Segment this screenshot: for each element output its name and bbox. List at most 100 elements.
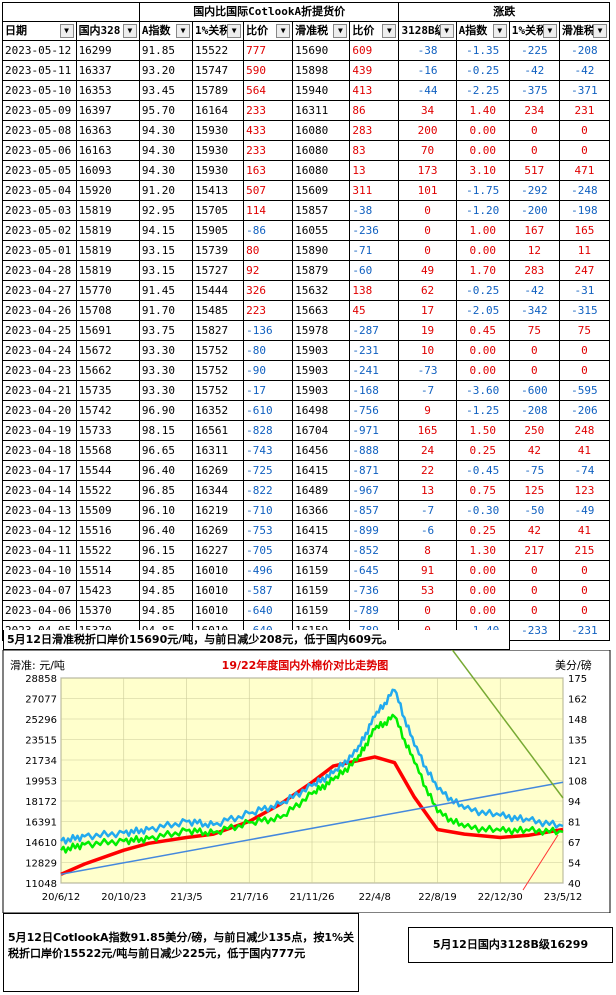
- table-cell: 0: [508, 600, 560, 621]
- table-row: 2023-04-17 15544 96.40 16269 -725 16415 -871 22…: [2, 460, 611, 481]
- table-cell: 173: [398, 160, 457, 181]
- y-right-tick-label: 135: [568, 736, 587, 747]
- table-cell: -206: [558, 400, 611, 421]
- group-header-left: 国内比国际CotlookA折提货价: [138, 2, 400, 22]
- table-cell: 15522: [75, 540, 140, 561]
- x-tick-label: 22/12/30: [478, 892, 523, 903]
- table-cell: 16080: [292, 120, 351, 141]
- table-cell: 517: [508, 160, 560, 181]
- y-right-tick-label: 162: [568, 695, 587, 706]
- y-right-tick-label: 108: [568, 777, 587, 788]
- table-row: 2023-04-07 15423 94.85 16010 -587 16159 -736 53…: [2, 580, 611, 601]
- filter-dropdown-icon[interactable]: ▼: [492, 24, 507, 38]
- filter-dropdown-icon[interactable]: ▼: [59, 24, 74, 38]
- table-cell: -42: [508, 60, 560, 81]
- table-cell: -342: [508, 300, 560, 321]
- table-cell: 16010: [192, 560, 245, 581]
- table-cell: -292: [508, 180, 560, 201]
- table-cell: 2023-04-18: [2, 440, 77, 461]
- table-cell: 2023-05-10: [2, 80, 77, 101]
- table-cell: 15752: [192, 340, 245, 361]
- filter-dropdown-icon[interactable]: ▼: [122, 24, 137, 38]
- column-header: 1%关税 ▼: [192, 21, 245, 41]
- table-cell: 590: [243, 60, 294, 81]
- table-cell: -231: [558, 620, 611, 641]
- column-header-label: A指数: [458, 24, 488, 37]
- table-cell: 15568: [75, 440, 140, 461]
- table-cell: 94.85: [138, 560, 194, 581]
- table-cell: 15898: [292, 60, 351, 81]
- table-cell: 231: [558, 100, 611, 121]
- filter-dropdown-icon[interactable]: ▼: [382, 24, 397, 38]
- table-cell: -71: [349, 240, 400, 261]
- table-row: 2023-04-19 15733 98.15 16561 -828 16704 -971 16…: [2, 420, 611, 441]
- table-cell: 15747: [192, 60, 245, 81]
- table-cell: 1.50: [455, 420, 510, 441]
- table-cell: 311: [349, 180, 400, 201]
- table-cell: -967: [349, 480, 400, 501]
- table-cell: 0: [508, 120, 560, 141]
- table-cell: -80: [243, 340, 294, 361]
- top-summary-note: 5月12日滑准税折口岸价15690元/吨，与前日减少208元，低于国内609元。: [3, 630, 510, 650]
- table-cell: 138: [349, 280, 400, 301]
- table-cell: 0: [398, 600, 457, 621]
- table-cell: -231: [349, 340, 400, 361]
- table-cell: 96.90: [138, 400, 194, 421]
- table-cell: 0: [398, 220, 457, 241]
- table-row: 2023-04-21 15735 93.30 15752 -17 15903 -168 -7-…: [2, 380, 611, 401]
- table-cell: -168: [349, 380, 400, 401]
- series-line-import: [60, 688, 564, 845]
- table-cell: -725: [243, 460, 294, 481]
- filter-dropdown-icon[interactable]: ▼: [276, 24, 291, 38]
- table-cell: 2023-04-14: [2, 480, 77, 501]
- table-cell: 15544: [75, 460, 140, 481]
- table-cell: 15672: [75, 340, 140, 361]
- x-tick-label: 20/6/12: [42, 892, 81, 903]
- pointer-line-green: [451, 650, 564, 799]
- table-cell: -756: [349, 400, 400, 421]
- table-cell: 433: [243, 120, 294, 141]
- table-cell: 2023-04-21: [2, 380, 77, 401]
- table-cell: -16: [398, 60, 457, 81]
- table-cell: 165: [398, 420, 457, 441]
- table-cell: 15690: [292, 40, 351, 61]
- table-cell: 15742: [75, 400, 140, 421]
- table-body: 2023-05-12 16299 91.85 15522 777 15690 609 -38-…: [2, 40, 611, 641]
- table-cell: 2023-04-19: [2, 420, 77, 441]
- filter-dropdown-icon[interactable]: ▼: [542, 24, 557, 38]
- table-cell: -248: [558, 180, 611, 201]
- header-blank: [2, 2, 140, 22]
- table-row: 2023-04-13 15509 96.10 16219 -710 16366 -857 -7…: [2, 500, 611, 521]
- table-cell: 16080: [292, 160, 351, 181]
- table-cell: 2023-05-03: [2, 200, 77, 221]
- filter-dropdown-icon[interactable]: ▼: [439, 24, 454, 38]
- table-cell: -42: [508, 280, 560, 301]
- y-right-tick-label: 81: [568, 818, 581, 829]
- y-left-tick-label: 18172: [25, 797, 57, 808]
- table-cell: -208: [558, 40, 611, 61]
- filter-dropdown-icon[interactable]: ▼: [227, 24, 242, 38]
- table-cell: 0.25: [455, 440, 510, 461]
- column-header: 日期 ▼: [2, 21, 77, 41]
- table-cell: 15819: [75, 220, 140, 241]
- table-cell: 15903: [292, 360, 351, 381]
- filter-dropdown-icon[interactable]: ▼: [593, 24, 607, 38]
- table-cell: 11: [558, 240, 611, 261]
- table-cell: 15903: [292, 340, 351, 361]
- table-cell: -198: [558, 200, 611, 221]
- table-cell: 326: [243, 280, 294, 301]
- filter-dropdown-icon[interactable]: ▼: [176, 24, 191, 38]
- table-row: 2023-05-01 15819 93.15 15739 80 15890 -71 0 0.00…: [2, 240, 611, 261]
- table-cell: 283: [349, 120, 400, 141]
- column-header: A指数 ▼: [138, 21, 194, 41]
- table-cell: -136: [243, 320, 294, 341]
- table-cell: -587: [243, 580, 294, 601]
- table-cell: 16159: [292, 600, 351, 621]
- table-cell: 92: [243, 260, 294, 281]
- table-cell: 93.30: [138, 340, 194, 361]
- table-cell: -3.60: [455, 380, 510, 401]
- filter-dropdown-icon[interactable]: ▼: [333, 24, 348, 38]
- table-cell: 2023-05-06: [2, 140, 77, 161]
- table-cell: -50: [508, 500, 560, 521]
- column-header-row: 日期 ▼ 国内328 ▼ A指数 ▼ 1%关税 ▼ 比价 ▼ 滑准税 ▼ 比价 ▼ 3128B级 ▼ A指数 ▼ 1…: [2, 21, 611, 41]
